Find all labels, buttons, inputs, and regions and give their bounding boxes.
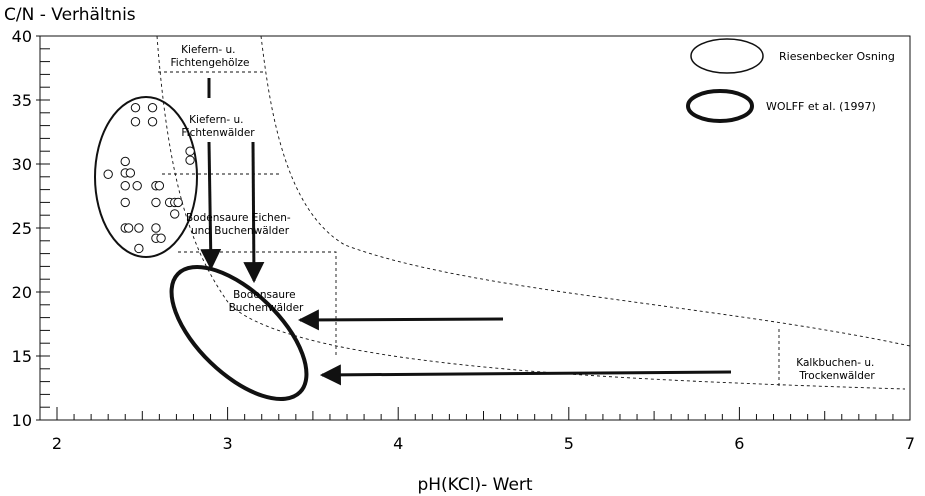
legend-label-riesenbecker: Riesenbecker Osning xyxy=(779,50,895,63)
y-axis-title: C/N - Verhältnis xyxy=(4,5,136,25)
plot-frame xyxy=(39,35,911,421)
annotation-pine-stands: Kiefern- u. Fichtengehölze xyxy=(171,44,250,69)
annotation-pine-stands-line2: Fichtengehölze xyxy=(171,57,250,69)
annotation-limestone-beech: Kalkbuchen- u. Trockenwälder xyxy=(796,357,877,382)
annotation-pine-forests-line2: Fichtenwälder xyxy=(181,127,255,139)
arrows xyxy=(200,78,732,386)
annotation-limestone-beech-line2: Trockenwälder xyxy=(798,370,875,382)
y-tick-label: 35 xyxy=(12,91,32,110)
boundary-lower-curve xyxy=(156,35,906,390)
data-point xyxy=(120,181,130,191)
x-tick-label: 5 xyxy=(564,434,574,453)
annotation-acid-beech: Bodensaure Buchenwälder xyxy=(229,289,304,314)
data-point xyxy=(125,168,136,178)
arrow-vertical-1b xyxy=(200,141,222,271)
x-axis: 2 3 4 5 6 7 xyxy=(52,407,915,453)
data-point xyxy=(134,243,144,254)
data-point xyxy=(147,102,158,113)
legend: Riesenbecker Osning WOLFF et al. (1997) xyxy=(686,38,895,123)
boundary-upper-curve xyxy=(260,35,911,347)
arrow-horizontal-2 xyxy=(319,364,732,386)
data-point xyxy=(151,197,161,208)
arrow-vertical-2 xyxy=(243,141,265,284)
data-point xyxy=(134,223,144,233)
region-boundaries xyxy=(156,35,911,390)
x-axis-title: pH(KCl)- Wert xyxy=(417,475,532,495)
annotation-pine-forests: Kiefern- u. Fichtenwälder xyxy=(181,114,255,139)
y-tick-label: 10 xyxy=(12,411,32,430)
annotation-oak-beech: Bodensaure Eichen- und Buchenwälder xyxy=(186,212,294,237)
data-point xyxy=(132,181,142,191)
y-tick-label: 25 xyxy=(12,219,32,238)
y-axis: 10 15 20 25 30 35 40 xyxy=(12,27,50,430)
annotation-pine-stands-line1: Kiefern- u. xyxy=(181,44,235,56)
data-point xyxy=(147,117,158,127)
y-tick-label: 20 xyxy=(12,283,32,302)
annotation-limestone-beech-line1: Kalkbuchen- u. xyxy=(796,357,874,369)
x-tick-label: 2 xyxy=(52,434,62,453)
legend-thick-ellipse xyxy=(686,89,754,123)
x-tick-label: 6 xyxy=(734,434,744,453)
y-tick-label: 15 xyxy=(12,347,32,366)
data-point xyxy=(170,209,180,219)
x-tick-label: 3 xyxy=(223,434,233,453)
data-points xyxy=(103,102,195,254)
boundary-oak-box xyxy=(178,251,337,356)
data-point xyxy=(156,233,166,243)
region-annotations: Kiefern- u. Fichtengehölze Kiefern- u. F… xyxy=(171,44,877,382)
y-tick-label: 40 xyxy=(12,27,32,46)
y-tick-label: 30 xyxy=(12,155,32,174)
legend-thin-ellipse xyxy=(690,38,764,74)
x-tick-label: 7 xyxy=(905,434,915,453)
data-point xyxy=(120,197,130,208)
annotation-pine-forests-line1: Kiefern- u. xyxy=(189,114,243,126)
data-point xyxy=(185,146,195,156)
data-point xyxy=(103,169,113,179)
data-point xyxy=(130,102,141,113)
data-point xyxy=(120,156,130,167)
arrow-horizontal-1 xyxy=(297,309,504,331)
annotation-oak-beech-line2: und Buchenwälder xyxy=(191,225,290,237)
legend-label-wolff: WOLFF et al. (1997) xyxy=(766,100,876,113)
data-point xyxy=(130,117,141,127)
data-point xyxy=(123,223,134,233)
annotation-acid-beech-line1: Bodensaure xyxy=(233,289,296,301)
data-point xyxy=(154,181,165,191)
x-tick-label: 4 xyxy=(393,434,403,453)
wolff-ellipse xyxy=(169,264,309,402)
data-point xyxy=(185,155,195,165)
data-point xyxy=(151,223,161,233)
data-point xyxy=(173,197,183,208)
annotation-oak-beech-line1: Bodensaure Eichen- xyxy=(186,212,291,224)
riesenbecker-ellipse xyxy=(94,96,198,258)
annotation-acid-beech-line2: Buchenwälder xyxy=(229,302,304,314)
